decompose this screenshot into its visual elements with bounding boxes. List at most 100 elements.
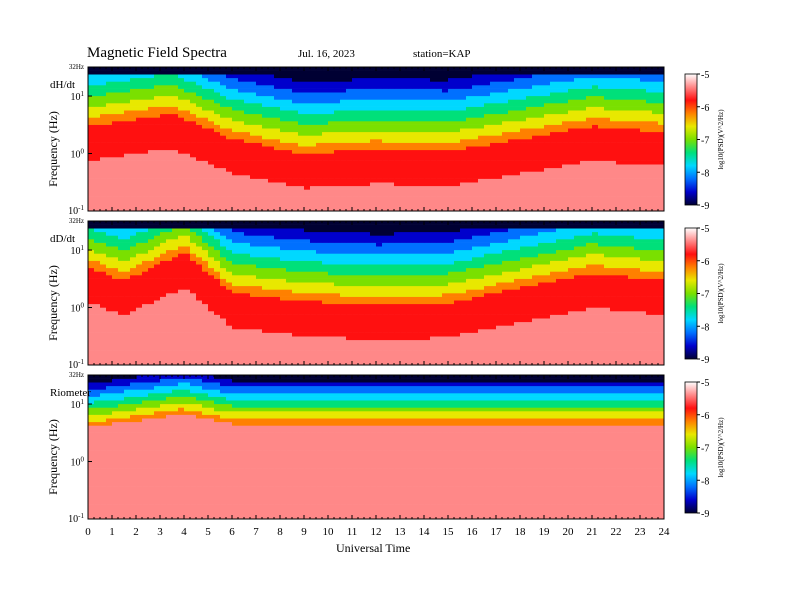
heatmap-cell [124, 142, 131, 147]
heatmap-cell [478, 149, 485, 154]
heatmap-cell [178, 95, 185, 100]
heatmap-cell [136, 99, 143, 104]
heatmap-cell [136, 135, 143, 140]
heatmap-cell [106, 246, 113, 251]
heatmap-cell [580, 146, 587, 151]
heatmap-cell [160, 282, 167, 287]
heatmap-cell [238, 185, 245, 190]
heatmap-cell [598, 124, 605, 129]
heatmap-cell [106, 321, 113, 326]
heatmap-cell [124, 81, 131, 86]
heatmap-cell [202, 339, 209, 344]
heatmap-cell [196, 239, 203, 243]
heatmap-cell [304, 167, 311, 172]
heatmap-cell [118, 260, 125, 265]
heatmap-cell [304, 131, 311, 136]
heatmap-cell [454, 167, 461, 172]
heatmap-cell [292, 193, 299, 197]
heatmap-cell [178, 178, 185, 183]
heatmap-cell [544, 200, 551, 205]
heatmap-cell [442, 131, 449, 136]
heatmap-cell [436, 70, 443, 75]
heatmap-cell [586, 157, 593, 161]
heatmap-cell [154, 193, 161, 197]
heatmap-cell [340, 121, 347, 125]
heatmap-cell [310, 110, 317, 115]
heatmap-cell [412, 117, 419, 122]
heatmap-cell [196, 124, 203, 129]
heatmap-cell [112, 203, 119, 208]
heatmap-cell [472, 128, 479, 133]
heatmap-cell [136, 361, 143, 366]
heatmap-cell [424, 128, 431, 133]
heatmap-cell [178, 121, 185, 125]
heatmap-cell [460, 207, 467, 212]
heatmap-cell [508, 103, 515, 107]
heatmap-cell [430, 178, 437, 183]
heatmap-cell [382, 70, 389, 75]
heatmap-cell [220, 264, 227, 269]
heatmap-cell [352, 106, 359, 111]
heatmap-cell [616, 99, 623, 104]
heatmap-cell [124, 242, 131, 247]
heatmap-cell [634, 146, 641, 151]
heatmap-cell [94, 303, 101, 308]
heatmap-cell [388, 196, 395, 201]
heatmap-cell [274, 178, 281, 183]
heatmap-cell [202, 289, 209, 294]
heatmap-cell [646, 128, 653, 133]
heatmap-cell [292, 146, 299, 151]
heatmap-cell [502, 153, 509, 158]
heatmap-cell [214, 285, 221, 290]
heatmap-cell [136, 157, 143, 161]
heatmap-cell [268, 131, 275, 136]
heatmap-cell [610, 113, 617, 118]
heatmap-cell [94, 153, 101, 158]
heatmap-cell [640, 103, 647, 107]
heatmap-cell [148, 149, 155, 154]
heatmap-cell [100, 260, 107, 265]
heatmap-cell [550, 81, 557, 86]
heatmap-cell [202, 285, 209, 290]
heatmap-cell [166, 343, 173, 348]
heatmap-cell [160, 231, 167, 236]
heatmap-cell [142, 189, 149, 194]
heatmap-cell [340, 171, 347, 176]
heatmap-cell [310, 128, 317, 133]
heatmap-cell [628, 164, 635, 169]
heatmap-cell [202, 178, 209, 183]
heatmap-cell [154, 318, 161, 323]
heatmap-cell [190, 92, 197, 97]
heatmap-cell [424, 203, 431, 208]
heatmap-cell [250, 103, 257, 107]
heatmap-cell [652, 110, 659, 115]
heatmap-cell [130, 139, 137, 143]
heatmap-cell [430, 121, 437, 125]
heatmap-cell [508, 182, 515, 187]
heatmap-cell [358, 124, 365, 129]
heatmap-cell [310, 200, 317, 205]
heatmap-cell [184, 228, 191, 233]
heatmap-cell [622, 139, 629, 143]
heatmap-cell [172, 300, 179, 305]
heatmap-cell [514, 85, 521, 89]
heatmap-cell [412, 175, 419, 179]
heatmap-cell [214, 300, 221, 305]
heatmap-cell [292, 99, 299, 104]
heatmap-cell [202, 160, 209, 165]
heatmap-cell [544, 88, 551, 93]
heatmap-cell [220, 339, 227, 344]
heatmap-cell [256, 135, 263, 140]
heatmap-cell [592, 117, 599, 122]
heatmap-cell [304, 74, 311, 79]
heatmap-cell [142, 296, 149, 301]
heatmap-cell [178, 354, 185, 359]
heatmap-cell [490, 135, 497, 140]
heatmap-cell [658, 193, 665, 197]
heatmap-cell [118, 149, 125, 154]
heatmap-cell [544, 106, 551, 111]
heatmap-cell [544, 203, 551, 208]
heatmap-cell [532, 99, 539, 104]
heatmap-cell [160, 339, 167, 344]
heatmap-cell [592, 92, 599, 97]
